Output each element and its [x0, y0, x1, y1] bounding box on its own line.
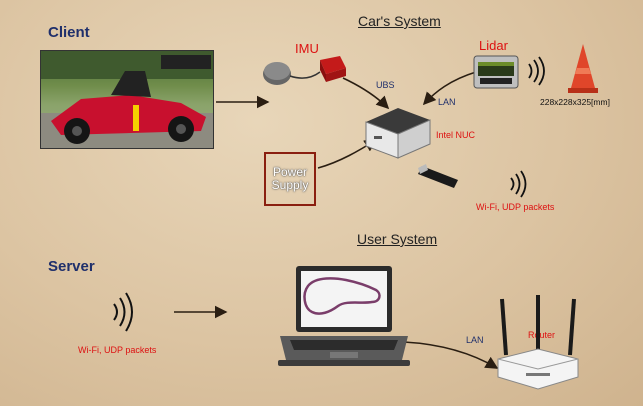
lidar-device [472, 54, 520, 90]
server-wifi-signal-icon [113, 292, 133, 332]
imu-label: IMU [295, 41, 319, 56]
cars-system-title: Car's System [358, 13, 441, 29]
router-device [496, 293, 580, 393]
lan-top-label: LAN [438, 97, 456, 107]
race-car-photo [40, 50, 214, 149]
lidar-label: Lidar [479, 38, 508, 53]
laptop-device [276, 264, 412, 370]
lidar-icon [473, 55, 519, 89]
server-heading: Server [48, 258, 95, 275]
car-wifi-signal-icon [510, 170, 527, 198]
arrow-laptop-to-router [403, 341, 499, 369]
user-system-title: User System [357, 231, 438, 247]
car-wifi-label: Wi-Fi, UDP packets [476, 202, 555, 212]
intel-nuc-icon [365, 108, 431, 159]
lidar-signal-icon [528, 56, 545, 86]
intel-nuc-label: Intel NUC [436, 130, 476, 140]
intel-nuc-device [362, 104, 432, 164]
traffic-cone-icon [568, 44, 598, 93]
ubs-label: UBS [376, 80, 395, 90]
cone-dimensions-label: 228x228x325[mm] [540, 97, 610, 107]
arrow-lidar-to-nuc [422, 71, 477, 106]
race-car-icon [41, 51, 213, 148]
router-icon [497, 295, 579, 390]
wifi-dongle-icon [418, 164, 458, 188]
router-label: Router [528, 330, 556, 340]
imu-device [262, 52, 348, 92]
power-supply-label: Power Supply [271, 165, 309, 192]
laptop-icon [278, 266, 410, 366]
server-wifi-label: Wi-Fi, UDP packets [78, 345, 157, 355]
power-supply-box: Power Supply [264, 152, 316, 206]
imu-icon [263, 56, 346, 85]
arrow-imu-to-nuc [342, 77, 390, 110]
client-heading: Client [48, 24, 90, 41]
lan-bottom-label: LAN [466, 335, 484, 345]
